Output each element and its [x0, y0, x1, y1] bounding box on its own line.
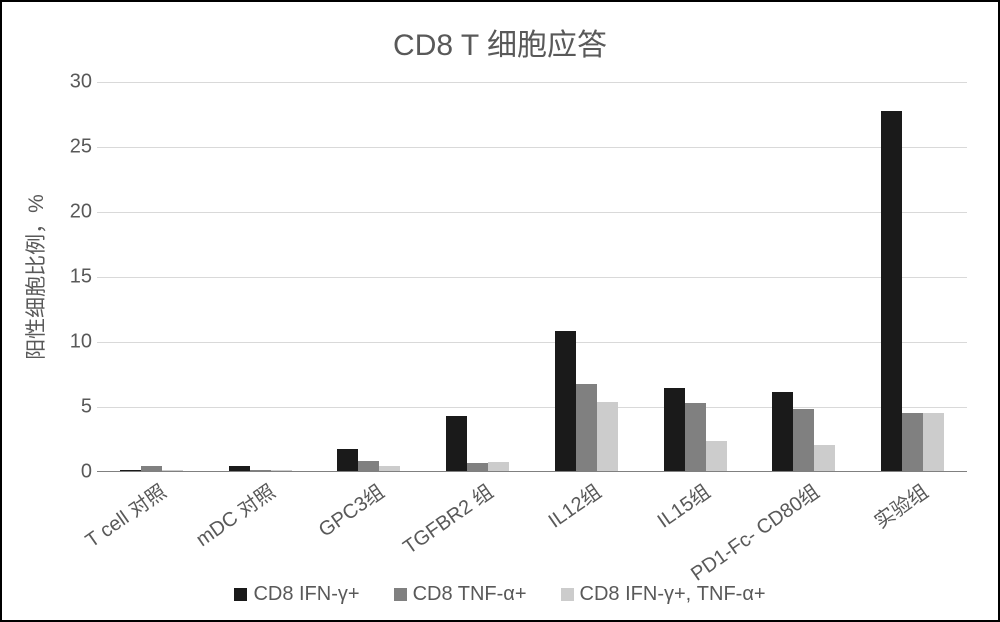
y-tick-label: 15 [52, 266, 92, 289]
bar [446, 416, 467, 471]
bar [881, 111, 902, 471]
bar [814, 445, 835, 471]
bar [555, 331, 576, 471]
bar [120, 470, 141, 471]
bar [597, 402, 618, 471]
y-tick-label: 10 [52, 331, 92, 354]
bar [229, 466, 250, 471]
y-axis-title: 阳性细胞比例，% [20, 194, 50, 360]
bar [772, 392, 793, 471]
x-tick-label: 实验组 [865, 473, 933, 534]
bar [706, 441, 727, 471]
bar-group: 实验组 [858, 82, 967, 471]
bar-group: IL15组 [641, 82, 750, 471]
legend: CD8 IFN-γ+ CD8 TNF-α+ CD8 IFN-γ+, TNF-α+ [2, 583, 998, 606]
y-tick-label: 30 [52, 71, 92, 94]
legend-item: CD8 TNF-α+ [394, 583, 527, 606]
legend-item: CD8 IFN-γ+ [234, 583, 359, 606]
x-tick-label: mDC 对照 [187, 473, 281, 552]
legend-label: CD8 IFN-γ+ [253, 583, 359, 606]
legend-label: CD8 TNF-α+ [413, 583, 527, 606]
bar [250, 470, 271, 471]
bar [467, 463, 488, 471]
bar [271, 470, 292, 471]
bar [379, 466, 400, 471]
bar-group: mDC 对照 [206, 82, 315, 471]
x-tick-label: IL15组 [648, 473, 715, 534]
bar-group: PD1-Fc- CD80组 [750, 82, 859, 471]
bar-group: GPC3组 [315, 82, 424, 471]
legend-swatch [394, 588, 407, 601]
bar-group: TGFBR2 组 [423, 82, 532, 471]
bar [488, 462, 509, 471]
x-tick-label: IL12组 [539, 473, 606, 534]
x-tick-label: GPC3组 [309, 473, 389, 543]
bar [664, 388, 685, 471]
y-tick-label: 20 [52, 201, 92, 224]
x-tick-label: T cell 对照 [76, 473, 171, 553]
bar-group: IL12组 [532, 82, 641, 471]
legend-swatch [561, 588, 574, 601]
plot-area: 051015202530T cell 对照mDC 对照GPC3组TGFBR2 组… [97, 82, 967, 472]
legend-swatch [234, 588, 247, 601]
bar [923, 413, 944, 472]
y-tick-label: 25 [52, 136, 92, 159]
chart-container: CD8 T 细胞应答 阳性细胞比例，% 051015202530T cell 对… [0, 0, 1000, 622]
x-tick-label: TGFBR2 组 [393, 473, 497, 560]
bar [576, 384, 597, 471]
bar [162, 470, 183, 471]
bar [685, 403, 706, 471]
y-tick-label: 5 [52, 396, 92, 419]
y-tick-label: 0 [52, 461, 92, 484]
chart-title: CD8 T 细胞应答 [2, 20, 998, 64]
bar [793, 409, 814, 471]
legend-label: CD8 IFN-γ+, TNF-α+ [580, 583, 766, 606]
bar [902, 413, 923, 472]
bar [358, 461, 379, 471]
bar [337, 449, 358, 471]
bar [141, 466, 162, 471]
bar-group: T cell 对照 [97, 82, 206, 471]
legend-item: CD8 IFN-γ+, TNF-α+ [561, 583, 766, 606]
